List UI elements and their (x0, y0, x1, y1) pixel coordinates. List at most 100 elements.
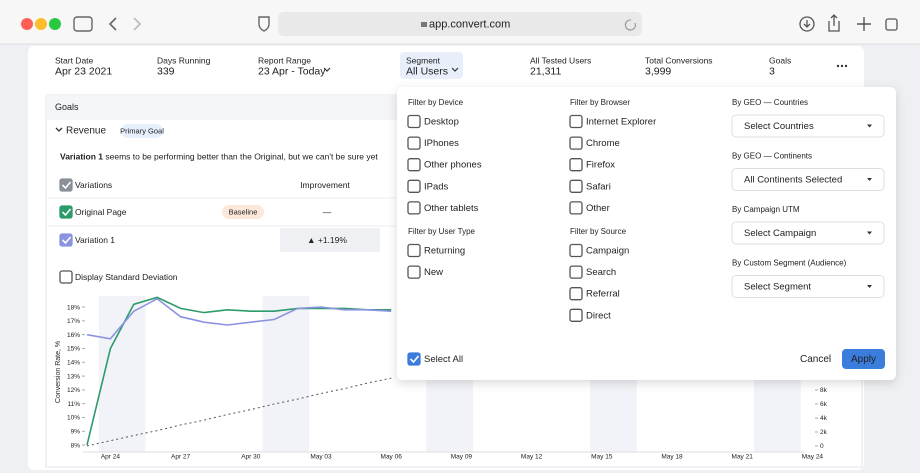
y-tick-label: 8% (71, 442, 81, 449)
column-header: Variations (75, 180, 112, 190)
filter-option: Firefox (586, 160, 615, 171)
sidebar-button[interactable] (73, 16, 93, 32)
checkbox[interactable] (59, 270, 73, 284)
privacy-icon[interactable] (258, 16, 270, 32)
summary-value: 3 (769, 65, 775, 77)
goal-name: Revenue (66, 126, 106, 137)
variation-name: Original Page (75, 207, 127, 217)
checkbox[interactable] (569, 243, 583, 258)
select-value: All Continents Selected (744, 175, 842, 186)
new-tab-button[interactable] (857, 17, 871, 31)
y2-tick-label: 2k (820, 429, 828, 436)
checkbox[interactable] (407, 114, 421, 129)
checkbox[interactable] (407, 136, 421, 150)
checkbox[interactable] (407, 243, 421, 258)
checkbox[interactable] (407, 179, 421, 193)
y-tick-label: 16% (67, 332, 80, 339)
summary-label: All Tested Users (530, 55, 591, 65)
segment-highlight[interactable] (400, 52, 463, 79)
select-box[interactable] (731, 114, 885, 138)
checkmark (409, 355, 420, 364)
summary-value: 23 Apr - Today (258, 65, 326, 77)
y-tick-label: 13% (67, 373, 80, 380)
forward-button[interactable] (133, 17, 142, 31)
summary-label: Goals (769, 55, 791, 65)
close-button[interactable] (21, 18, 33, 30)
std-dev-toggle: Display Standard Deviation (75, 272, 178, 282)
address-bar[interactable] (278, 12, 642, 36)
weekend-band (98, 296, 146, 452)
checkbox[interactable] (569, 114, 583, 129)
y-axis-label: Conversion Rate, % (55, 341, 62, 403)
x-tick-label: May 03 (310, 454, 332, 461)
checkbox[interactable] (407, 158, 421, 172)
checkbox[interactable] (59, 233, 73, 247)
select-caret (867, 124, 872, 128)
filter-option: Campaign (586, 246, 629, 257)
filter-option: IPads (424, 181, 449, 192)
checkbox[interactable] (407, 201, 421, 215)
column-header: Improvement (300, 180, 350, 190)
y-tick-label: 9% (71, 429, 81, 436)
select-value: Select Segment (744, 282, 811, 293)
series-line (86, 377, 392, 447)
x-tick-label: May 12 (521, 454, 543, 461)
checkbox[interactable] (569, 158, 583, 172)
select-label: By GEO — Continents (732, 152, 812, 161)
lock-icon (421, 22, 427, 27)
checkbox[interactable] (569, 308, 583, 322)
y2-tick-label: 4k (820, 415, 828, 422)
filter-title: Filter by Source (570, 227, 627, 236)
back-button[interactable] (108, 17, 117, 31)
checkbox[interactable] (59, 205, 73, 219)
checkbox[interactable] (569, 136, 583, 150)
checkmark (61, 236, 72, 245)
share-button[interactable] (828, 14, 840, 32)
downloads-button[interactable] (799, 16, 815, 32)
select-box[interactable] (731, 221, 885, 245)
minimize-button[interactable] (35, 18, 47, 30)
filter-title: Filter by Device (408, 98, 464, 107)
checkbox[interactable] (407, 265, 421, 279)
y2-tick-label: 6k (820, 401, 828, 408)
apply-label: Apply (851, 354, 876, 365)
select-box[interactable] (731, 275, 885, 298)
tabs-button[interactable] (885, 18, 898, 31)
x-tick-label: May 06 (381, 454, 403, 461)
filter-title: Filter by User Type (408, 227, 476, 236)
checkbox[interactable] (569, 287, 583, 301)
chevron-icons (323, 67, 459, 72)
collapse-icon[interactable] (55, 127, 63, 132)
baseline-badge: Baseline (229, 207, 258, 216)
summary-label: Start Date (55, 55, 94, 65)
y-tick-label: 11% (67, 401, 80, 408)
cancel-button[interactable]: Cancel (800, 354, 831, 365)
x-tick-label: May 21 (732, 454, 754, 461)
series-line (86, 296, 392, 446)
checkbox[interactable] (569, 265, 583, 279)
checkmark (61, 181, 72, 190)
y-tick-label: 12% (67, 387, 80, 394)
filter-option: New (424, 267, 443, 278)
checkbox[interactable] (407, 352, 421, 366)
variation-name: Variation 1 (75, 235, 115, 245)
summary-label: Total Conversions (645, 55, 713, 65)
apply-button[interactable] (842, 349, 885, 369)
checkbox[interactable] (569, 201, 583, 215)
y-tick-label: 14% (67, 359, 80, 366)
select-value: Select Campaign (744, 228, 816, 239)
select-label: By Custom Segment (Audience) (732, 259, 847, 268)
x-tick-label: May 15 (591, 454, 613, 461)
downloads-arrow (803, 20, 811, 28)
checkbox[interactable] (569, 179, 583, 193)
more-menu[interactable] (836, 64, 848, 68)
reload-button[interactable] (624, 19, 636, 31)
zoom-button[interactable] (49, 18, 61, 30)
filter-option: Other (586, 203, 610, 214)
improvement-cell (280, 228, 380, 252)
filter-title: Filter by Browser (570, 98, 630, 107)
select-box[interactable] (731, 168, 885, 191)
checkbox[interactable] (59, 178, 73, 192)
